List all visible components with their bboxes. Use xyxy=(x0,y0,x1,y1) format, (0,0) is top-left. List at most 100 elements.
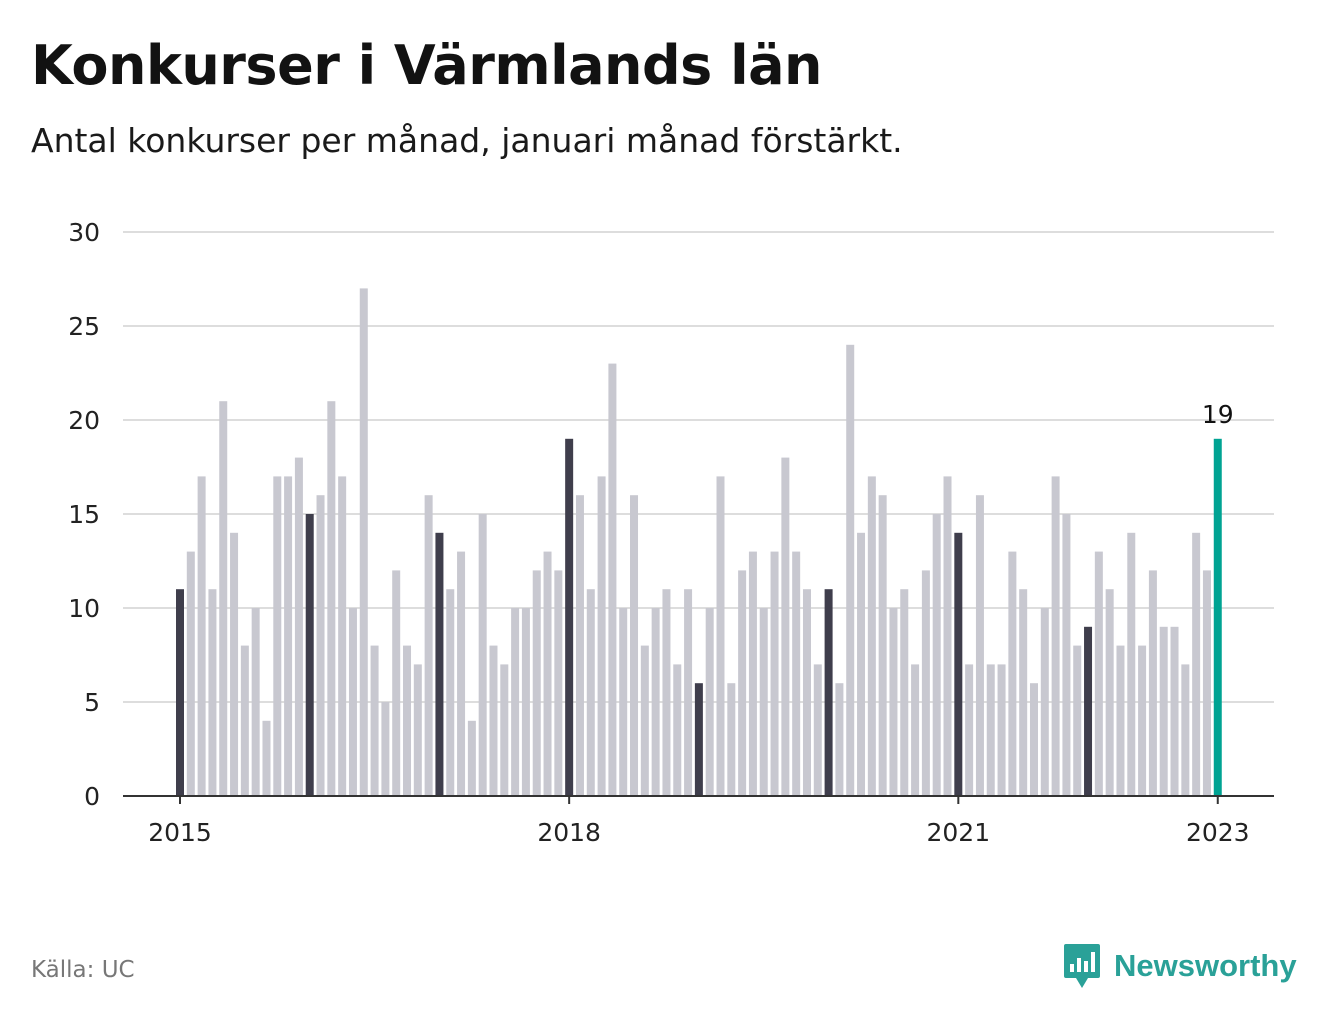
bar xyxy=(986,664,995,796)
bar xyxy=(738,570,747,796)
bar xyxy=(781,457,790,796)
bar xyxy=(586,589,595,796)
bar xyxy=(240,645,249,796)
newsworthy-logo-icon xyxy=(1064,944,1100,988)
bar xyxy=(1127,532,1136,796)
bar xyxy=(338,476,347,796)
bar xyxy=(478,514,487,796)
bar xyxy=(1008,551,1017,796)
bar xyxy=(489,645,498,796)
y-tick-label: 30 xyxy=(68,218,100,247)
y-tick-label: 10 xyxy=(68,594,100,623)
bar-january xyxy=(824,589,833,796)
brand-name: Newsworthy xyxy=(1114,948,1297,983)
bar xyxy=(424,495,433,796)
bar xyxy=(640,645,649,796)
bar xyxy=(500,664,509,796)
y-tick-label: 25 xyxy=(68,312,100,341)
bar xyxy=(521,608,530,796)
bar xyxy=(316,495,325,796)
x-tick-label: 2021 xyxy=(927,818,991,847)
bar-chart: 0 5 10 15 20 25 30 2015 2018 2021 2023 19 xyxy=(68,218,1274,847)
bar xyxy=(294,457,303,796)
bar xyxy=(457,551,466,796)
bar xyxy=(975,495,984,796)
chart-subtitle: Antal konkurser per månad, januari månad… xyxy=(31,121,903,160)
bar xyxy=(284,476,293,796)
bar xyxy=(392,570,401,796)
bar xyxy=(997,664,1006,796)
bar-january xyxy=(305,514,314,796)
bar xyxy=(575,495,584,796)
bar-january xyxy=(1084,626,1093,796)
bar-january xyxy=(176,589,184,796)
bar xyxy=(1062,514,1071,796)
bar-january xyxy=(565,438,574,796)
bar xyxy=(1170,626,1179,796)
bar xyxy=(835,683,844,796)
bar xyxy=(759,608,768,796)
bar xyxy=(651,608,660,796)
x-tick-label: 2015 xyxy=(148,818,212,847)
bar xyxy=(900,589,909,796)
y-tick-label: 20 xyxy=(68,406,100,435)
bar xyxy=(381,702,390,796)
y-tick-label: 0 xyxy=(84,782,100,811)
bar xyxy=(921,570,930,796)
bar xyxy=(403,645,412,796)
bar xyxy=(662,589,671,796)
x-tick-label: 2023 xyxy=(1186,818,1250,847)
bar-january xyxy=(954,532,963,796)
bar xyxy=(1051,476,1060,796)
bar xyxy=(889,608,898,796)
bar-january xyxy=(694,683,703,796)
bar xyxy=(1138,645,1147,796)
bar xyxy=(932,514,941,796)
bar xyxy=(511,608,520,796)
bar xyxy=(911,664,920,796)
bar xyxy=(543,551,552,796)
bar xyxy=(1116,645,1125,796)
data-label-latest: 19 xyxy=(1202,400,1234,429)
bar xyxy=(1181,664,1190,796)
bar xyxy=(197,476,206,796)
y-tick-label: 5 xyxy=(84,688,100,717)
bar xyxy=(705,608,714,796)
bar xyxy=(1019,589,1028,796)
bar xyxy=(230,532,239,796)
bar xyxy=(597,476,606,796)
bar xyxy=(262,720,271,796)
bar xyxy=(327,401,336,796)
newsworthy-logo: Newsworthy xyxy=(1062,942,1297,990)
bar-latest xyxy=(1213,438,1222,796)
bar xyxy=(867,476,876,796)
bar xyxy=(684,589,693,796)
bar xyxy=(1148,570,1157,796)
bar xyxy=(251,608,260,796)
bar xyxy=(208,589,217,796)
bar xyxy=(846,344,855,796)
bar xyxy=(802,589,811,796)
chart-title: Konkurser i Värmlands län xyxy=(31,34,823,97)
bar xyxy=(630,495,639,796)
bar xyxy=(813,664,822,796)
bar xyxy=(1202,570,1211,796)
bar xyxy=(1073,645,1082,796)
bar xyxy=(348,608,357,796)
bar xyxy=(673,664,682,796)
bar xyxy=(532,570,541,796)
bar xyxy=(186,551,195,796)
bar xyxy=(446,589,455,796)
bar xyxy=(413,664,422,796)
bar xyxy=(219,401,228,796)
bar xyxy=(1159,626,1168,796)
bar xyxy=(770,551,779,796)
bar xyxy=(554,570,563,796)
bar xyxy=(619,608,628,796)
bar xyxy=(727,683,736,796)
bar xyxy=(878,495,887,796)
bar xyxy=(467,720,476,796)
bar xyxy=(1105,589,1114,796)
source-label: Källa: UC xyxy=(31,957,135,983)
x-tick-label: 2018 xyxy=(537,818,601,847)
